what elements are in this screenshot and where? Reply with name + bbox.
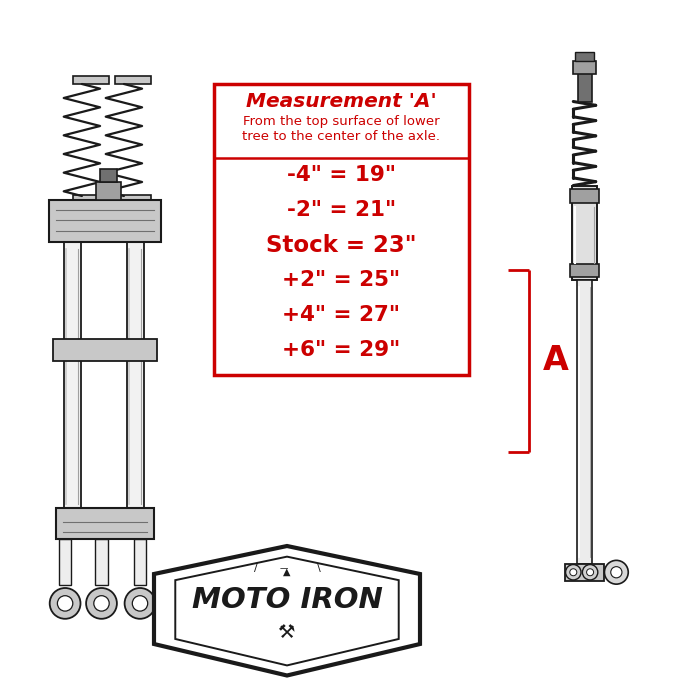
Text: /: /: [253, 564, 258, 573]
Circle shape: [94, 596, 109, 611]
Text: From the top surface of lower: From the top surface of lower: [243, 116, 440, 129]
Bar: [100, 169, 117, 182]
Circle shape: [50, 588, 80, 619]
Circle shape: [582, 564, 598, 580]
Circle shape: [570, 568, 577, 575]
Bar: [96, 182, 121, 199]
Text: MOTO IRON: MOTO IRON: [192, 586, 382, 614]
Bar: [566, 564, 603, 581]
Text: Stock = 23": Stock = 23": [266, 234, 416, 256]
Bar: [127, 241, 144, 511]
Text: Measurement 'A': Measurement 'A': [246, 92, 437, 111]
Text: -2" = 21": -2" = 21": [287, 200, 396, 220]
Bar: [134, 539, 146, 584]
Bar: [214, 84, 469, 374]
Text: \: \: [316, 564, 321, 573]
Bar: [95, 539, 108, 584]
Bar: [577, 280, 592, 564]
Bar: [49, 199, 161, 241]
Text: ▲: ▲: [284, 567, 290, 577]
Circle shape: [566, 564, 581, 580]
Circle shape: [125, 588, 155, 619]
Text: +4" = 27": +4" = 27": [282, 305, 400, 325]
Text: -4" = 19": -4" = 19": [287, 165, 396, 185]
Bar: [578, 74, 592, 102]
Bar: [573, 61, 596, 74]
Text: A: A: [542, 344, 568, 377]
Bar: [115, 195, 151, 203]
Bar: [575, 52, 594, 61]
Circle shape: [57, 596, 73, 611]
Circle shape: [587, 568, 594, 575]
Bar: [56, 508, 154, 539]
Bar: [570, 189, 599, 203]
Bar: [572, 186, 597, 280]
Bar: [73, 76, 109, 84]
Bar: [52, 339, 158, 361]
Text: —: —: [279, 564, 288, 573]
Polygon shape: [154, 546, 420, 676]
Polygon shape: [175, 556, 399, 666]
Bar: [570, 264, 599, 276]
Bar: [115, 76, 151, 84]
Text: +6" = 29": +6" = 29": [282, 340, 400, 360]
Bar: [73, 195, 109, 203]
Circle shape: [604, 560, 629, 584]
Circle shape: [132, 596, 148, 611]
Bar: [64, 241, 80, 511]
Circle shape: [86, 588, 117, 619]
Bar: [59, 539, 71, 584]
Circle shape: [610, 567, 622, 578]
Text: +2" = 25": +2" = 25": [282, 270, 400, 290]
Text: ⚒: ⚒: [279, 622, 295, 642]
Text: tree to the center of the axle.: tree to the center of the axle.: [242, 130, 440, 143]
